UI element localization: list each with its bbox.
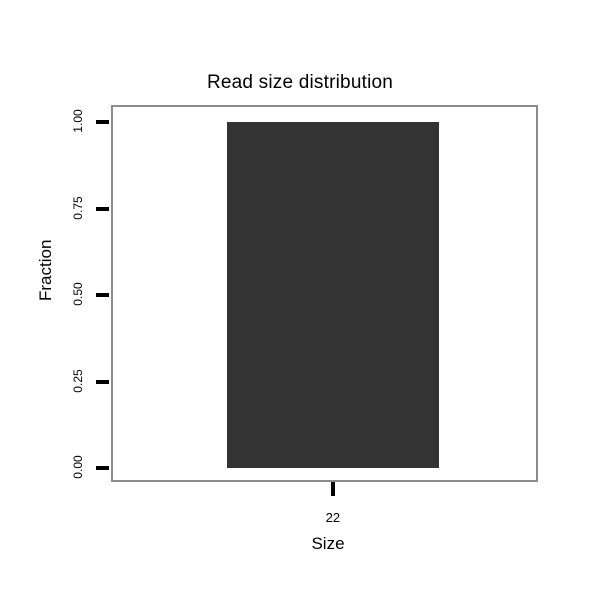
chart-title: Read size distribution: [206, 72, 394, 93]
y-axis-tick-label: 0.00: [71, 455, 85, 479]
y-axis-tick-label: 0.50: [71, 282, 85, 306]
x-axis-tick: [330, 482, 335, 496]
y-axis-tick-label: 0.25: [71, 368, 85, 393]
y-axis-title: Fraction: [36, 239, 55, 301]
y-axis-tick-label: 1.00: [71, 109, 85, 133]
plot-area: [113, 107, 536, 480]
y-axis-tick: [96, 379, 109, 384]
x-axis-tick-label: 22: [325, 510, 341, 525]
y-axis-tick: [96, 466, 109, 470]
y-axis-tick-label: 0.75: [71, 195, 85, 220]
bar: [226, 122, 440, 468]
y-axis-tick: [96, 120, 109, 124]
x-axis-title: Size: [311, 534, 345, 553]
y-axis-tick: [96, 206, 109, 211]
y-axis-tick: [96, 293, 109, 297]
